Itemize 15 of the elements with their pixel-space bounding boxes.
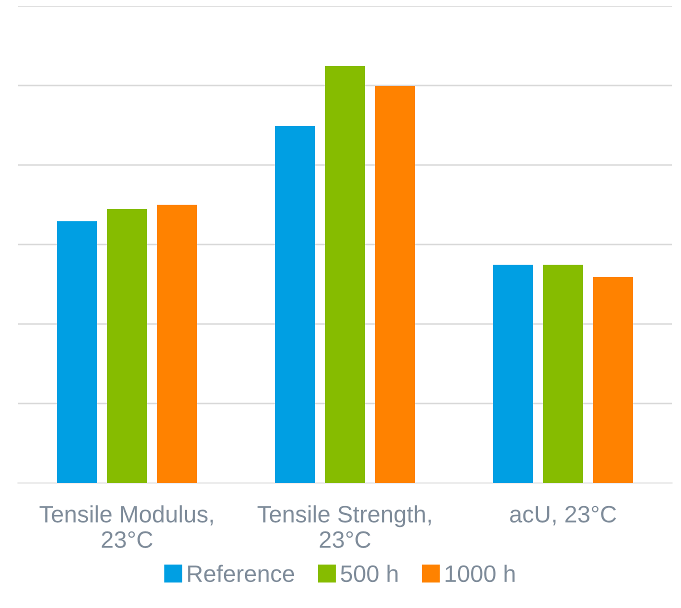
bar — [543, 264, 583, 483]
bar — [325, 66, 365, 483]
bar — [107, 209, 147, 483]
x-tick-label: acU, 23°C — [510, 506, 616, 526]
bar — [493, 264, 533, 483]
legend-label: 1000 h — [446, 564, 515, 582]
bar — [57, 221, 97, 483]
legend-label: Reference — [188, 564, 294, 582]
bar — [375, 86, 415, 483]
x-tick-label: Tensile Modulus, 23°C — [40, 505, 213, 548]
bar — [593, 277, 633, 483]
bar — [157, 204, 197, 483]
bar — [275, 126, 315, 483]
x-tick-label: Tensile Strength, 23°C — [258, 505, 431, 548]
legend-label: 500 h — [340, 564, 398, 582]
